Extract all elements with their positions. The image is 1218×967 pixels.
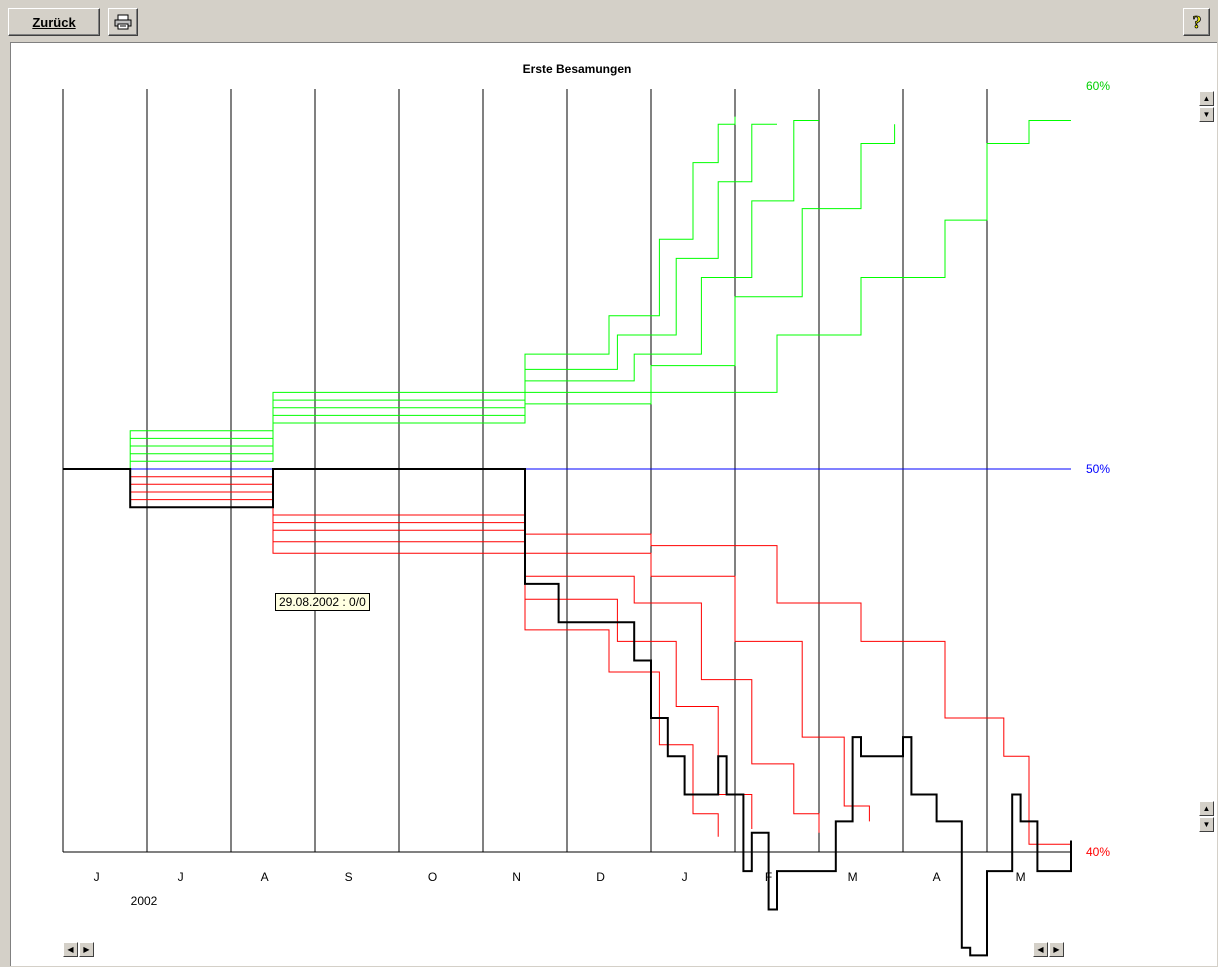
year-label: 2002	[131, 894, 158, 908]
upper-series-line	[130, 120, 1071, 462]
upper-series-line	[130, 123, 777, 439]
toolbar: Zurück ?	[0, 0, 1218, 42]
x-tick-label: M	[848, 870, 858, 884]
chart-title: Erste Besamungen	[523, 62, 632, 76]
x-scroll-right-end[interactable]: ▶	[1049, 942, 1064, 957]
svg-text:?: ?	[1192, 12, 1201, 32]
upper-series-line	[130, 124, 896, 455]
y-marker-label: 60%	[1086, 79, 1110, 93]
y-marker-label: 40%	[1086, 845, 1110, 859]
labels-group: J J A S O N D J F M A M 2002 60% 50% 40%	[94, 79, 1111, 908]
x-scroll-left-start[interactable]: ◀	[63, 942, 78, 957]
chart-area: Erste Besamungen J J A S O N D J F M A M 2002 60% 50% 4…	[10, 42, 1217, 966]
x-tick-label: N	[512, 870, 521, 884]
lower-series-line	[130, 476, 1071, 845]
upper-series-line	[130, 120, 819, 447]
upper-series-line	[63, 116, 736, 470]
help-button[interactable]: ?	[1183, 8, 1210, 36]
print-button[interactable]	[108, 8, 138, 36]
y-scroll-up-top[interactable]: ▲	[1199, 91, 1214, 106]
month-gridlines	[62, 89, 1071, 853]
y-scroll-down-bottom[interactable]: ▼	[1199, 817, 1214, 832]
x-tick-label: J	[178, 870, 184, 884]
y-scroll-down-top[interactable]: ▼	[1199, 107, 1214, 122]
x-tick-label: A	[933, 870, 941, 884]
back-button[interactable]: Zurück	[8, 8, 100, 36]
lower-series-line	[130, 483, 870, 822]
series-group	[63, 116, 1072, 957]
tooltip: 29.08.2002 : 0/0	[275, 593, 370, 611]
y-marker-label: 50%	[1086, 462, 1110, 476]
lower-series-line	[130, 491, 820, 833]
x-tick-label: J	[94, 870, 100, 884]
x-tick-label: M	[1016, 870, 1026, 884]
x-tick-label: O	[428, 870, 437, 884]
chart: Erste Besamungen J J A S O N D J F M A M 2002 60% 50% 4…	[62, 62, 1111, 957]
y-scroll-up-bottom[interactable]: ▲	[1199, 801, 1214, 816]
x-tick-label: A	[261, 870, 269, 884]
x-tick-label: D	[596, 870, 605, 884]
lower-series-line	[130, 506, 719, 837]
x-scroll-left-end[interactable]: ◀	[1033, 942, 1048, 957]
lower-series-line	[130, 499, 753, 829]
printer-icon	[114, 14, 132, 30]
actual-series-line	[63, 468, 1072, 957]
x-tick-label: J	[682, 870, 688, 884]
x-tick-label: F	[765, 870, 772, 884]
help-icon: ?	[1192, 12, 1202, 32]
x-tick-label: S	[345, 870, 353, 884]
x-scroll-right-start[interactable]: ▶	[79, 942, 94, 957]
